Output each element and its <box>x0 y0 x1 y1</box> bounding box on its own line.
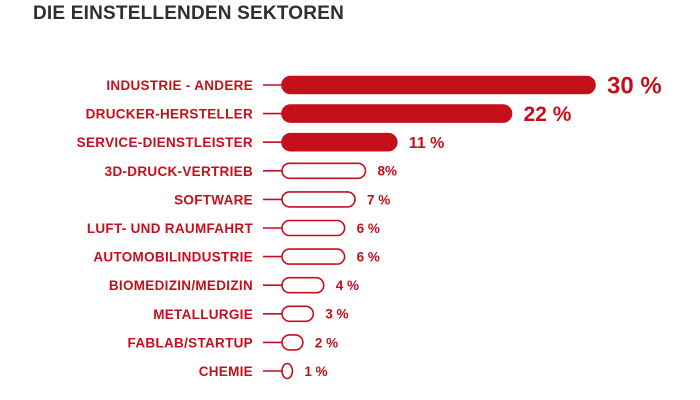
value-label: 11 % <box>409 135 445 152</box>
value-label: 1 % <box>304 364 327 379</box>
bar <box>281 276 325 294</box>
category-label: 3D-DRUCK-VERTRIEB <box>105 164 253 179</box>
category-label: SERVICE-DIENSTLEISTER <box>77 135 253 150</box>
value-label: 7 % <box>367 192 390 207</box>
value-label: 3 % <box>325 307 348 322</box>
category-label: CHEMIE <box>199 364 253 379</box>
bar <box>281 104 513 123</box>
chart-title: DIE EINSTELLENDEN SEKTOREN <box>33 3 344 24</box>
category-label: FABLAB/STARTUP <box>128 335 253 350</box>
category-label: SOFTWARE <box>174 192 253 207</box>
bar <box>281 248 346 265</box>
category-label: DRUCKER-HERSTELLER <box>86 107 253 122</box>
bar <box>281 162 367 180</box>
bar <box>281 305 315 323</box>
category-label: BIOMEDIZIN/MEDIZIN <box>109 278 253 293</box>
bar <box>281 75 596 95</box>
value-label: 2 % <box>315 335 338 350</box>
value-label: 30 % <box>607 73 662 100</box>
bar <box>281 191 356 208</box>
value-label: 6 % <box>357 249 380 264</box>
category-label: AUTOMOBILINDUSTRIE <box>93 250 253 265</box>
value-label: 22 % <box>524 103 572 126</box>
bar <box>281 362 294 380</box>
value-label: 6 % <box>357 221 380 236</box>
bar <box>281 219 346 237</box>
category-label: LUFT- UND RAUMFAHRT <box>87 221 254 236</box>
bar <box>281 334 304 351</box>
category-label: METALLURGIE <box>153 307 253 322</box>
value-label: 4 % <box>336 278 359 293</box>
category-label: INDUSTRIE - ANDERE <box>106 78 253 93</box>
value-label: 8% <box>377 164 397 179</box>
bar <box>281 132 398 152</box>
